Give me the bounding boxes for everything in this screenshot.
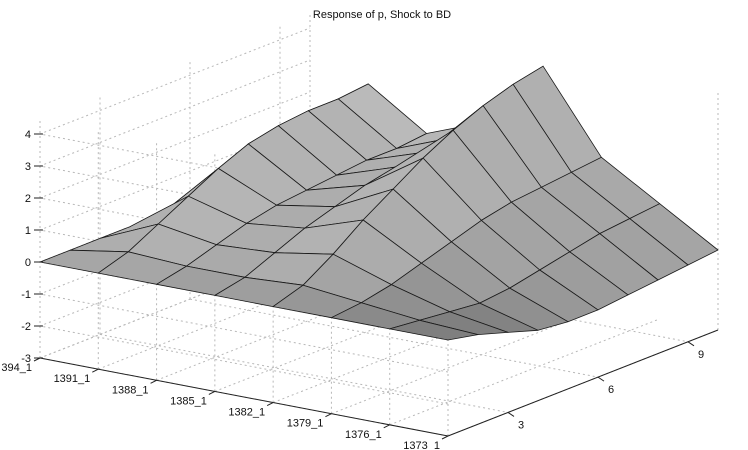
period-tick-label: 394_1 [1,362,32,374]
chart-title: Response of p, Shock to BD [313,9,451,21]
z-tick-label: 4 [25,129,31,141]
period-tick-label: 1373_1 [403,440,440,450]
z-tick-label: -2 [21,321,31,333]
period-axis-tick [325,413,332,418]
floor-gridline [389,318,660,426]
surface-layer [39,65,719,341]
floor-gridline [99,333,509,413]
horizon-axis-line [447,329,719,437]
floor-gridline [189,298,599,378]
period-axis-line [39,357,449,437]
period-tick-label: 1385_1 [170,395,207,407]
period-tick-label: 1382_1 [228,407,265,419]
horizon-axis-tick [597,376,605,382]
period-tick-label: 1379_1 [287,418,324,430]
z-tick-label: 1 [25,225,31,237]
floor-gridline [279,263,689,343]
period-axis-tick [92,368,99,373]
period-axis-tick [266,402,274,407]
z-tick-label: 3 [25,161,31,173]
horizon-tick-label: 3 [518,419,524,431]
period-axis-tick [208,390,216,395]
period-tick-label: 1388_1 [112,384,149,396]
period-axis-tick [383,424,390,429]
period-tick-label: 1376_1 [345,429,382,441]
period-tick-label: 1391_1 [54,373,91,385]
z-tick-label: -1 [21,289,31,301]
period-axis-tick [150,379,157,384]
period-axis-tick [441,435,449,440]
horizon-axis-tick [687,341,695,347]
horizon-tick-label: 9 [698,349,704,361]
z-tick-label: 2 [25,193,31,205]
axis-layer: -3 -2 -1 0 1 2 3 4 394_1 1391_1 1388_1 1385_1 1382_1… [1,129,719,450]
z-tick-label: -3 [21,353,31,365]
z-tick-label: 0 [25,257,31,269]
horizon-tick-label: 6 [608,384,614,396]
horizon-axis-tick [507,412,515,417]
period-axis-tick [33,357,41,362]
surface-facet [389,319,479,341]
